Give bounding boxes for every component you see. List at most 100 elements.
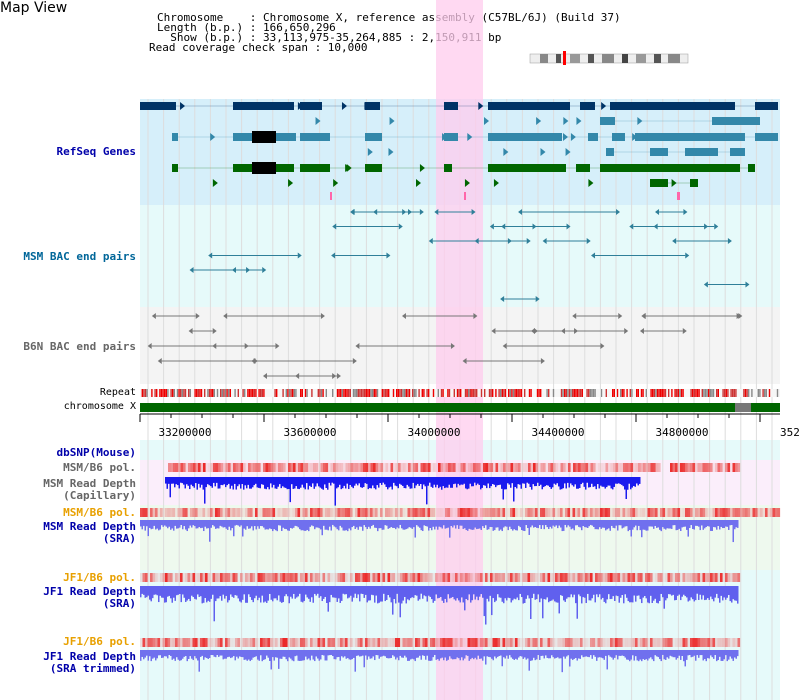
msm-b6-pol-row-2[interactable] (140, 508, 781, 517)
msm-b6-pol-label-1[interactable]: MSM/B6 pol. (63, 461, 136, 474)
depth-bar (678, 586, 680, 595)
jf1-depth-sra-trimmed[interactable] (140, 650, 739, 673)
pol-cell (225, 638, 228, 647)
jf1-b6-pol-label-1[interactable]: JF1/B6 pol. (63, 571, 136, 584)
depth-bar (258, 520, 260, 529)
depth-bar (245, 520, 247, 530)
depth-bar (323, 520, 325, 526)
dbsnp-label[interactable]: dbSNP(Mouse) (56, 446, 136, 459)
pol-cell (188, 463, 191, 472)
pol-cell (412, 508, 416, 517)
depth-bar (291, 586, 293, 599)
depth-bar (425, 586, 427, 597)
jf1-b6-pol-label-2[interactable]: JF1/B6 pol. (63, 635, 136, 648)
pol-cell (632, 638, 636, 647)
depth-bar (389, 520, 391, 529)
repeat-element (495, 389, 497, 397)
msm-depth-capillary[interactable] (165, 477, 641, 506)
repeat-element (469, 389, 471, 397)
jf1-depth-sra[interactable] (140, 586, 739, 625)
msm-b6-pol-row-1[interactable] (168, 463, 741, 472)
jf1-depth-sra-label[interactable]: JF1 Read Depth (SRA) (0, 586, 136, 610)
repeat-element (660, 389, 662, 397)
highlight-region[interactable] (436, 0, 483, 700)
pol-cell (515, 638, 518, 647)
depth-bar (288, 477, 290, 490)
depth-bar (596, 650, 598, 661)
depth-bar (195, 586, 197, 600)
pol-cell (675, 573, 678, 582)
depth-bar (180, 520, 182, 526)
depth-bar (611, 586, 613, 599)
depth-bar (669, 586, 671, 595)
depth-bar (614, 520, 616, 529)
depth-bar (261, 477, 263, 485)
pol-cell (727, 463, 731, 472)
msm-bac-pairs[interactable] (189, 209, 750, 302)
depth-bar (277, 477, 279, 487)
depth-bar (179, 650, 181, 661)
depth-bar (297, 520, 299, 528)
pol-cell (582, 508, 586, 517)
pol-cell (653, 463, 656, 472)
depth-bar (426, 520, 428, 527)
repeat-element (199, 389, 201, 397)
pol-cell (535, 638, 538, 647)
depth-bar (257, 586, 259, 601)
pol-cell (170, 638, 173, 647)
b6n-bac-end (682, 328, 687, 334)
depth-bar (641, 586, 643, 604)
depth-bar (194, 586, 196, 599)
jf1-b6-pol-row-2[interactable] (140, 638, 741, 647)
refseq-gene-glyphs[interactable] (140, 102, 778, 200)
pol-cell (482, 638, 486, 647)
depth-bar (585, 520, 587, 528)
pol-cell (353, 463, 356, 472)
depth-bar (463, 477, 465, 484)
jf1-depth-trimmed-label[interactable]: JF1 Read Depth (SRA trimmed) (0, 651, 136, 675)
depth-bar (215, 520, 217, 529)
msm-depth-sra-label[interactable]: MSM Read Depth (SRA) (0, 521, 136, 545)
repeat-element (384, 389, 387, 397)
pol-cell (412, 638, 416, 647)
b6n-bac-label[interactable]: B6N BAC end pairs (23, 340, 136, 353)
depth-bar (206, 586, 208, 603)
depth-bar (683, 586, 685, 595)
pol-cell (187, 638, 191, 647)
depth-bar (395, 650, 397, 660)
depth-bar (458, 586, 460, 601)
pol-cell (577, 638, 581, 647)
pol-cell (588, 463, 591, 472)
depth-bar (513, 650, 515, 660)
depth-bar (290, 650, 292, 659)
repeat-element (304, 389, 307, 397)
repeat-element (402, 389, 404, 397)
msm-depth-capillary-label[interactable]: MSM Read Depth (Capillary) (0, 478, 136, 502)
depth-bar (426, 586, 428, 602)
chromosome-ideogram[interactable] (529, 51, 689, 65)
depth-bar (713, 586, 715, 602)
pol-cell (428, 463, 431, 472)
depth-bar (710, 586, 712, 597)
refseq-genes-label[interactable]: RefSeq Genes (56, 145, 136, 158)
pol-cell (342, 638, 346, 647)
msm-bac-label[interactable]: MSM BAC end pairs (23, 250, 136, 263)
depth-bar (627, 586, 629, 602)
b6n-bac-pairs[interactable] (147, 313, 743, 379)
pol-cell (222, 508, 226, 517)
depth-bar (216, 586, 218, 599)
pol-cell (517, 638, 521, 647)
depth-bar (285, 586, 287, 595)
depth-bar (639, 650, 641, 660)
pol-cell (350, 638, 353, 647)
repeat-track[interactable] (140, 389, 780, 397)
depth-bar (198, 520, 200, 528)
jf1-b6-pol-row-1[interactable] (140, 573, 741, 582)
chromosome-bar[interactable] (140, 403, 780, 412)
msm-b6-pol-label-2[interactable]: MSM/B6 pol. (63, 506, 136, 519)
msm-depth-sra[interactable] (140, 520, 739, 543)
depth-bar (301, 477, 303, 485)
depth-bar (663, 586, 665, 609)
msm-bac-end (350, 209, 355, 215)
